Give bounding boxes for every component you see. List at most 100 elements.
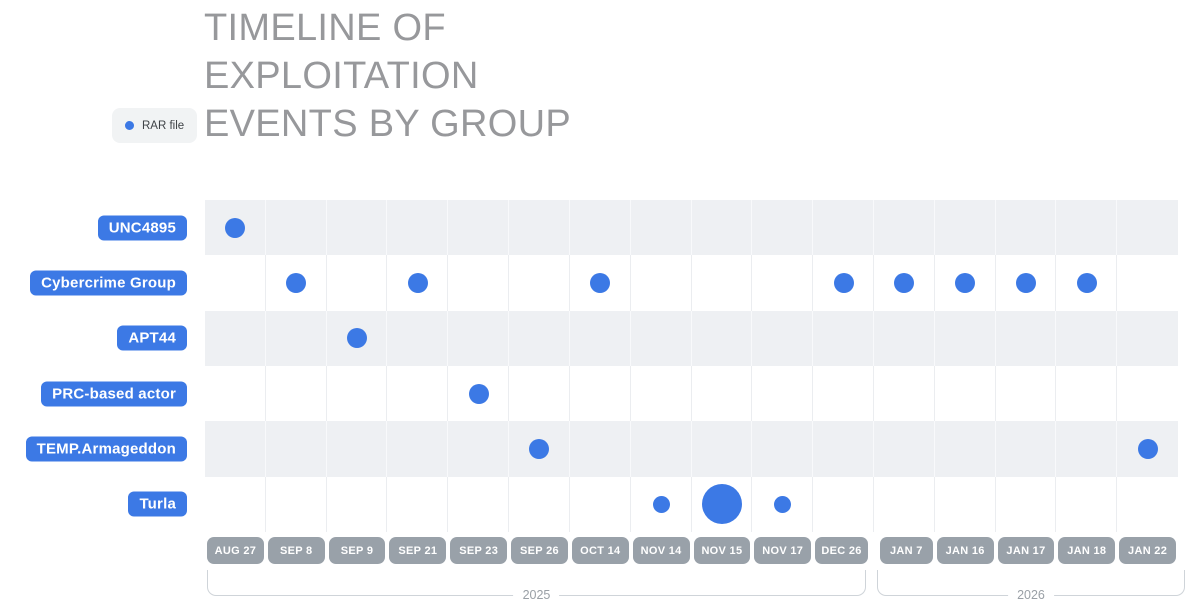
grid-cell (326, 421, 388, 477)
event-dot (1076, 273, 1097, 293)
grid-cell (873, 476, 935, 532)
grid-cell (448, 476, 510, 532)
date-pill: SEP 8 (267, 537, 325, 564)
group-label-pill: Turla (128, 491, 187, 517)
grid-cell (995, 310, 1057, 366)
grid-cell (1117, 365, 1178, 422)
grid-cell (813, 421, 874, 477)
event-dot (1015, 273, 1036, 293)
year-bracket: 2025 (207, 570, 866, 600)
grid-cell (873, 200, 935, 256)
event-dot (225, 217, 246, 238)
grid-cell (691, 310, 753, 366)
event-dot (894, 273, 915, 293)
grid-cell (205, 365, 266, 422)
event-dot (286, 273, 307, 293)
event-dot (590, 273, 611, 293)
chart-grid (205, 200, 1178, 532)
group-label-pill: UNC4895 (97, 215, 187, 241)
date-pill: SEP 9 (328, 537, 386, 564)
grid-cell (813, 200, 874, 256)
grid-cell (387, 365, 449, 422)
grid-cell (448, 255, 510, 311)
grid-cell (569, 200, 631, 256)
date-pill: NOV 17 (754, 537, 812, 564)
date-pill: JAN 22 (1119, 537, 1176, 564)
event-dot (1137, 439, 1158, 459)
date-pill: JAN 17 (997, 537, 1055, 564)
grid-cell (387, 421, 449, 477)
grid-cell (1056, 476, 1118, 532)
legend-label: RAR file (142, 119, 185, 132)
grid-cell (630, 255, 692, 311)
date-pill: JAN 18 (1058, 537, 1116, 564)
grid-cell (265, 421, 327, 477)
grid-cell (752, 421, 814, 477)
grid-cell (509, 310, 570, 366)
grid-cell (995, 476, 1057, 532)
grid-cell (752, 310, 814, 366)
chart-title: TIMELINE OF EXPLOITATION EVENTS BY GROUP (204, 7, 572, 145)
grid-cell (448, 200, 510, 256)
year-axis: 2025 2026 (205, 570, 1200, 600)
rar-file-dot-icon (125, 121, 134, 130)
grid-cell (1117, 476, 1178, 532)
grid-cell (509, 476, 570, 532)
grid-cell (813, 310, 874, 366)
legend-rar-file: RAR file (112, 108, 198, 143)
grid-cell (1117, 200, 1178, 256)
grid-cell (509, 200, 570, 256)
event-dot (833, 273, 854, 293)
date-pill: SEP 23 (450, 537, 508, 564)
grid-cell (691, 255, 753, 311)
grid-cell (630, 421, 692, 477)
grid-cell (387, 476, 449, 532)
grid-cell (1056, 421, 1118, 477)
event-dot (701, 484, 742, 525)
grid-cell (448, 421, 510, 477)
year-label: 2026 (1008, 588, 1054, 600)
grid-cell (326, 255, 388, 311)
grid-cell (205, 255, 266, 311)
grid-cell (448, 310, 510, 366)
grid-cell (813, 365, 874, 422)
grid-cell (326, 365, 388, 422)
date-pill: JAN 7 (879, 537, 933, 564)
event-dot (468, 383, 489, 404)
grid-cell (873, 365, 935, 422)
date-pill: JAN 16 (936, 537, 994, 564)
date-axis: AUG 27 SEP 8 SEP 9 SEP 21 SEP 23 SEP 26 OCT 14… (205, 537, 1178, 564)
date-pill: DEC 26 (815, 537, 868, 564)
grid-cell (205, 310, 266, 366)
grid-cell (995, 365, 1057, 422)
grid-cell (569, 365, 631, 422)
date-pill: SEP 26 (511, 537, 568, 564)
grid-cell (752, 365, 814, 422)
grid-cell (934, 365, 996, 422)
grid-cell (934, 476, 996, 532)
group-label-pill: APT44 (117, 325, 187, 351)
grid-cell (873, 421, 935, 477)
grid-cell (326, 200, 388, 256)
grid-cell (630, 310, 692, 366)
event-dot (347, 328, 368, 349)
grid-cell (265, 476, 327, 532)
year-label: 2025 (513, 588, 560, 600)
grid-cell (205, 476, 266, 532)
grid-cell (569, 421, 631, 477)
grid-cell (1056, 365, 1118, 422)
grid-cell (691, 365, 753, 422)
grid-cell (691, 200, 753, 256)
grid-cell (934, 200, 996, 256)
event-dot (652, 495, 670, 513)
grid-cell (509, 255, 570, 311)
grid-cell (752, 255, 814, 311)
grid-cell (630, 200, 692, 256)
grid-cell (387, 310, 449, 366)
date-pill: SEP 21 (389, 537, 447, 564)
grid-cell (509, 365, 570, 422)
grid-cell (205, 421, 266, 477)
event-dot (955, 273, 976, 293)
event-dot (529, 439, 550, 459)
